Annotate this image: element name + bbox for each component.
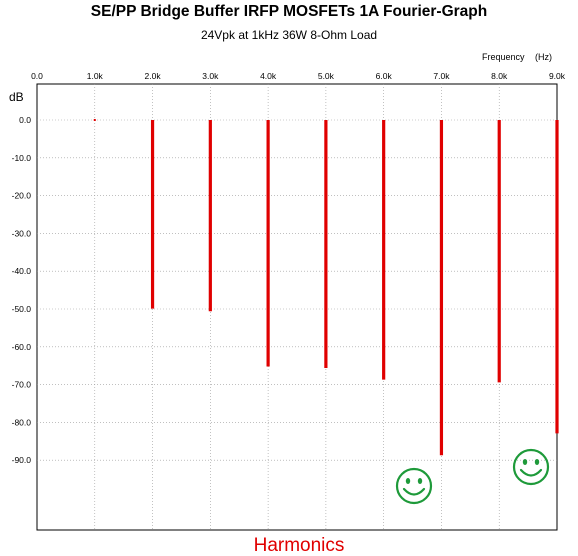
x-tick-label: 0.0	[31, 71, 43, 81]
x-axis-label: Frequency	[482, 52, 525, 62]
y-tick-label: -90.0	[12, 455, 32, 465]
chart-subtitle: 24Vpk at 1kHz 36W 8-Ohm Load	[200, 28, 378, 42]
plot-frame	[36, 83, 558, 531]
harmonic-bars	[93, 119, 559, 456]
x-tick-label: 9.0k	[549, 71, 566, 81]
y-tick-labels: 0.0 -10.0 -20.0 -30.0 -40.0 -50.0 -60.0 -70.0 -8…	[12, 115, 32, 465]
y-tick-label: -30.0	[12, 228, 32, 238]
y-tick-label: -70.0	[12, 380, 32, 390]
x-tick-label: 8.0k	[491, 71, 508, 81]
x-tick-label: 4.0k	[260, 71, 277, 81]
x-axis-unit: (Hz)	[535, 52, 552, 62]
x-tick-label: 5.0k	[318, 71, 335, 81]
y-tick-label: -60.0	[12, 342, 32, 352]
x-tick-label: 7.0k	[433, 71, 450, 81]
annotation-icons	[395, 448, 550, 505]
x-tick-label: 3.0k	[202, 71, 219, 81]
y-tick-label: -40.0	[12, 266, 32, 276]
y-tick-label: -80.0	[12, 417, 32, 427]
y-tick-label: 0.0	[19, 115, 31, 125]
x-tick-labels: 0.0 1.0k 2.0k 3.0k 4.0k 5.0k 6.0k 7.0k 8.0k 9.0k	[31, 71, 566, 81]
x-tick-label: 1.0k	[87, 71, 104, 81]
smiley-icon	[512, 448, 550, 486]
chart-title: SE/PP Bridge Buffer IRFP MOSFETs 1A Four…	[90, 3, 488, 20]
x-tick-label: 2.0k	[145, 71, 162, 81]
x-tick-label: 6.0k	[376, 71, 393, 81]
grid-lines	[37, 84, 557, 530]
y-tick-label: -10.0	[12, 153, 32, 163]
y-tick-label: -20.0	[12, 191, 32, 201]
harmonics-label: Harmonics	[254, 535, 345, 556]
smiley-icon	[395, 467, 433, 505]
y-axis-label: dB	[9, 90, 24, 104]
y-tick-label: -50.0	[12, 304, 32, 314]
